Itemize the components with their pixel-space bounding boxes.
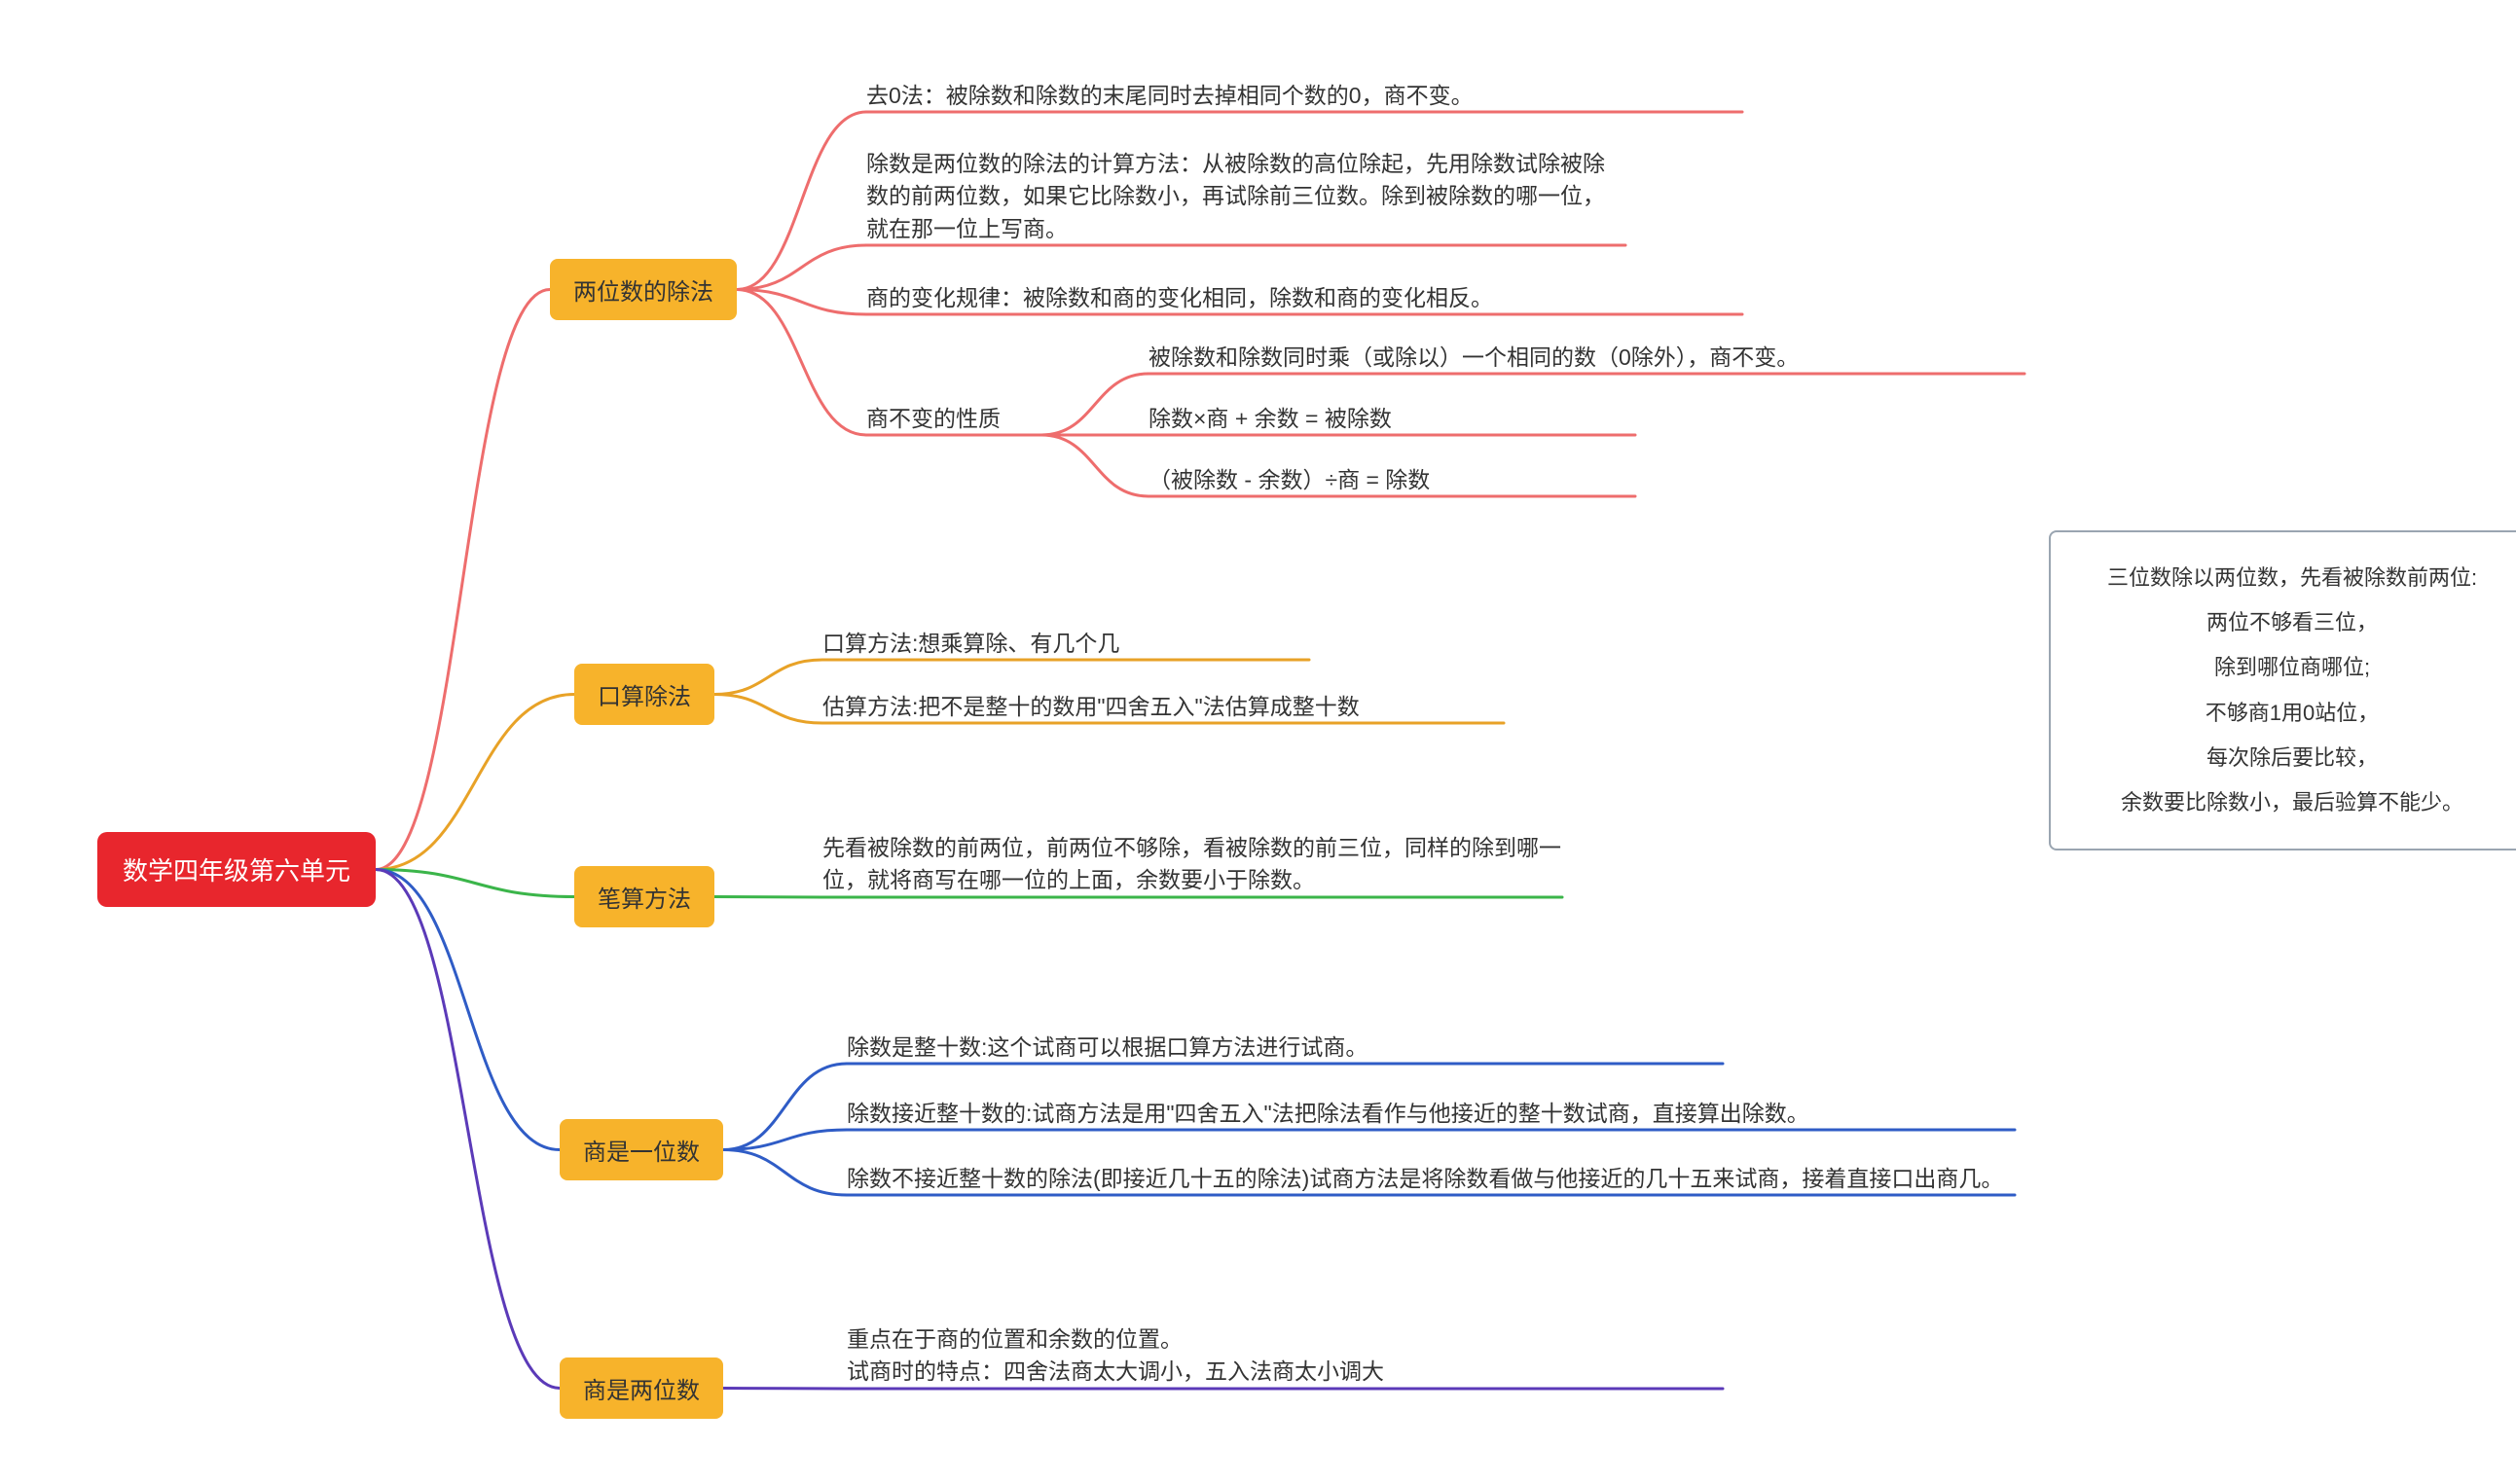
branch-b5: 商是两位数: [560, 1357, 723, 1419]
sidebox-line: 余数要比除数小，最后验算不能少。: [2078, 780, 2506, 825]
mnemonic-sidebox: 三位数除以两位数，先看被除数前两位:两位不够看三位，除到哪位商哪位;不够商1用0…: [2049, 530, 2516, 851]
sidebox-line: 每次除后要比较，: [2078, 736, 2506, 780]
leaf-b3c1: 先看被除数的前两位，前两位不够除，看被除数的前三位，同样的除到哪一位，就将商写在…: [822, 832, 1562, 897]
branch-b2: 口算除法: [574, 664, 714, 725]
leaf-b1c4c: （被除数 - 余数）÷商 = 除数: [1149, 464, 1635, 496]
leaf-b5c1: 重点在于商的位置和余数的位置。 试商时的特点：四舍法商太大调小，五入法商太小调大: [847, 1323, 1723, 1389]
leaf-b1c4: 商不变的性质: [866, 403, 1041, 435]
branch-b3: 笔算方法: [574, 866, 714, 927]
leaf-b1c3: 商的变化规律：被除数和商的变化相同，除数和商的变化相反。: [866, 282, 1742, 314]
leaf-b4c3: 除数不接近整十数的除法(即接近几十五的除法)试商方法是将除数看做与他接近的几十五…: [847, 1163, 2015, 1195]
leaf-b2c1: 口算方法:想乘算除、有几个几: [822, 628, 1309, 660]
leaf-b1c2: 除数是两位数的除法的计算方法：从被除数的高位除起，先用除数试除被除数的前两位数，…: [866, 148, 1625, 245]
sidebox-line: 两位不够看三位，: [2078, 600, 2506, 645]
leaf-b2c2: 估算方法:把不是整十的数用"四舍五入"法估算成整十数: [822, 691, 1504, 723]
branch-b1: 两位数的除法: [550, 259, 737, 320]
branch-b4: 商是一位数: [560, 1119, 723, 1180]
leaf-b4c1: 除数是整十数:这个试商可以根据口算方法进行试商。: [847, 1032, 1723, 1064]
sidebox-line: 不够商1用0站位，: [2078, 691, 2506, 736]
sidebox-line: 三位数除以两位数，先看被除数前两位:: [2078, 556, 2506, 600]
leaf-b1c1: 去0法：被除数和除数的末尾同时去掉相同个数的0，商不变。: [866, 80, 1742, 112]
leaf-b1c4a: 被除数和除数同时乘（或除以）一个相同的数（0除外），商不变。: [1149, 342, 2024, 374]
mindmap-canvas: 数学四年级第六单元 两位数的除法口算除法笔算方法商是一位数商是两位数 三位数除以两位…: [0, 0, 2516, 1484]
root-node: 数学四年级第六单元: [97, 832, 376, 907]
leaf-b4c2: 除数接近整十数的:试商方法是用"四舍五入"法把除法看作与他接近的整十数试商，直接…: [847, 1098, 2015, 1130]
leaf-b1c4b: 除数×商 + 余数 = 被除数: [1149, 403, 1635, 435]
sidebox-line: 除到哪位商哪位;: [2078, 645, 2506, 690]
